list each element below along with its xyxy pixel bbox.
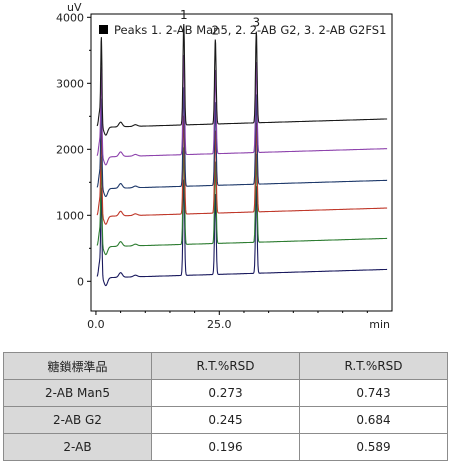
row-value: 0.743 xyxy=(299,379,448,407)
table-row: 2-AB G2 0.245 0.684 xyxy=(3,406,448,434)
trace-line-1 xyxy=(96,179,388,287)
x-tick-label: 0.0 xyxy=(87,318,105,331)
traces xyxy=(96,23,388,287)
header-standard: 糖鎖標準品 xyxy=(3,352,152,380)
chromatogram-chart: 0 1000 2000 3000 4000 0.0 25.0 uV min Peaks 1. 2-… xyxy=(56,1,393,331)
row-value: 0.684 xyxy=(299,406,448,434)
rsd-table: 糖鎖標準品 R.T.%RSD R.T.%RSD 2-AB Man5 0.273 … xyxy=(3,352,448,461)
peak-label-1: 1 xyxy=(180,8,188,22)
y-tick-label: 4000 xyxy=(56,11,84,24)
peak-label-2: 2 xyxy=(212,24,220,38)
trace-line-2 xyxy=(96,147,388,256)
legend-text: Peaks 1. 2-AB Man5, 2. 2-AB G2, 3. 2-AB … xyxy=(114,23,386,37)
y-tick-label: 1000 xyxy=(56,209,84,222)
x-axis-label: min xyxy=(369,318,390,331)
x-tick-label: 25.0 xyxy=(207,318,232,331)
plot-frame xyxy=(90,13,393,312)
trace-line-4 xyxy=(96,87,388,198)
y-tick-label: 0 xyxy=(77,275,84,288)
row-name: 2-AB G2 xyxy=(3,406,152,434)
y-tick-label: 3000 xyxy=(56,77,84,90)
y-tick-label: 2000 xyxy=(56,143,84,156)
table-row: 2-AB Man5 0.273 0.743 xyxy=(3,379,448,407)
labels: 0 1000 2000 3000 4000 0.0 25.0 uV min Peaks 1. 2-… xyxy=(56,1,390,331)
peak-label-3: 3 xyxy=(252,16,260,30)
table-header-row: 糖鎖標準品 R.T.%RSD R.T.%RSD xyxy=(3,352,448,380)
row-value: 0.245 xyxy=(151,406,300,434)
row-value: 0.196 xyxy=(151,433,300,461)
trace-line-6 xyxy=(96,23,388,136)
header-rt-rsd-1: R.T.%RSD xyxy=(151,352,300,380)
row-value: 0.589 xyxy=(299,433,448,461)
header-rt-rsd-2: R.T.%RSD xyxy=(299,352,448,380)
chromatogram-svg: 0 1000 2000 3000 4000 0.0 25.0 uV min Peaks 1. 2-… xyxy=(56,1,393,331)
trace-line-3 xyxy=(96,115,388,225)
row-name: 2-AB xyxy=(3,433,152,461)
row-name: 2-AB Man5 xyxy=(3,379,152,407)
axes xyxy=(87,13,393,315)
row-value: 0.273 xyxy=(151,379,300,407)
legend-swatch xyxy=(99,25,108,34)
trace-line-5 xyxy=(96,54,388,166)
y-axis-label: uV xyxy=(67,1,82,14)
table-row: 2-AB 0.196 0.589 xyxy=(3,433,448,461)
